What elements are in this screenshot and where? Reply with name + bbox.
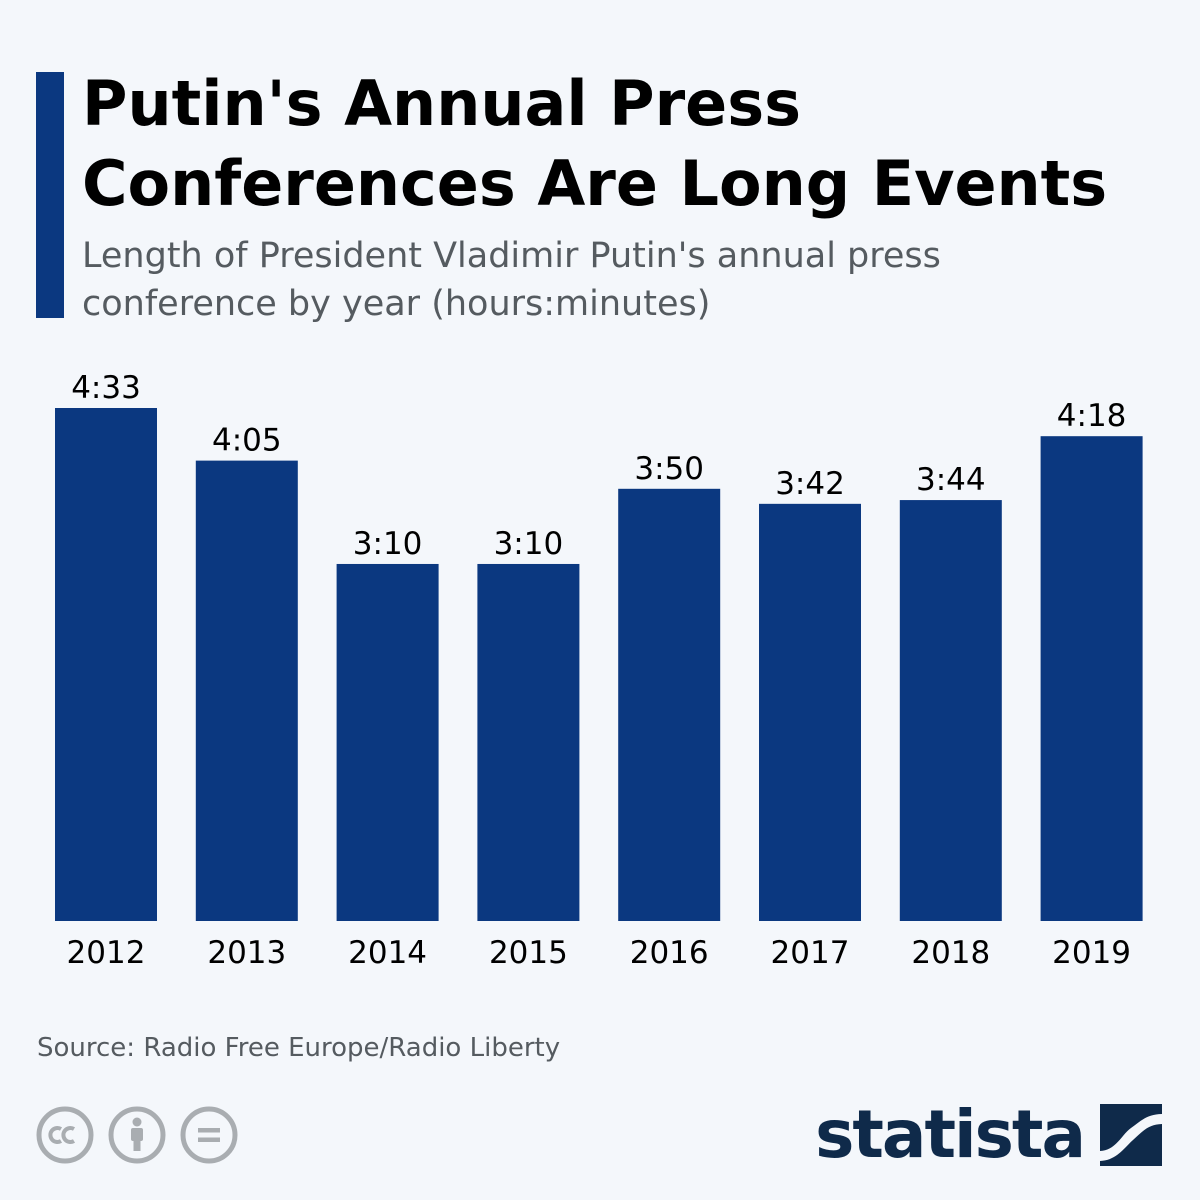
statista-brand[interactable]: statista (815, 1100, 1162, 1170)
bar-2016 (618, 488, 721, 921)
statista-logo-icon (1100, 1104, 1162, 1166)
license-icons (36, 1106, 238, 1164)
bar-2014 (336, 563, 439, 921)
x-tick-label-2013: 2013 (207, 935, 286, 971)
creative-commons-icon[interactable] (36, 1106, 94, 1164)
attribution-icon[interactable] (108, 1106, 166, 1164)
data-label-2016: 3:50 (634, 451, 704, 487)
chart-subtitle: Length of President Vladimir Putin's ann… (82, 236, 941, 324)
data-label-2013: 4:05 (212, 423, 282, 459)
bar-2017 (759, 503, 861, 921)
no-derivatives-icon[interactable] (180, 1106, 238, 1164)
x-tick-label-2015: 2015 (489, 935, 568, 971)
source-note: Source: Radio Free Europe/Radio Liberty (37, 1033, 561, 1063)
brand-name: statista (815, 1096, 1086, 1173)
bar-chart: 4:33 2012 4:05 2013 3:10 2014 3:10 2015 3:50 2016… (55, 370, 1143, 971)
data-label-2012: 4:33 (71, 370, 141, 406)
x-tick-label-2016: 2016 (630, 935, 709, 971)
data-label-2018: 3:44 (916, 462, 986, 498)
title-accent-bar (36, 72, 64, 318)
bar-2015 (477, 563, 580, 921)
data-label-2014: 3:10 (353, 526, 423, 562)
x-tick-label-2017: 2017 (771, 935, 850, 971)
x-tick-label-2014: 2014 (348, 935, 427, 971)
bar-2019 (1040, 436, 1143, 921)
bar-2018 (899, 500, 1002, 921)
bar-2012 (55, 408, 157, 921)
data-label-2019: 4:18 (1057, 398, 1127, 434)
data-label-2017: 3:42 (775, 466, 845, 502)
x-tick-label-2018: 2018 (911, 935, 990, 971)
x-tick-label-2019: 2019 (1052, 935, 1131, 971)
bar-2013 (195, 460, 298, 921)
chart-title: Putin's Annual Press Conferences Are Lon… (82, 67, 1108, 220)
x-tick-label-2012: 2012 (67, 935, 146, 971)
data-label-2015: 3:10 (494, 526, 564, 562)
